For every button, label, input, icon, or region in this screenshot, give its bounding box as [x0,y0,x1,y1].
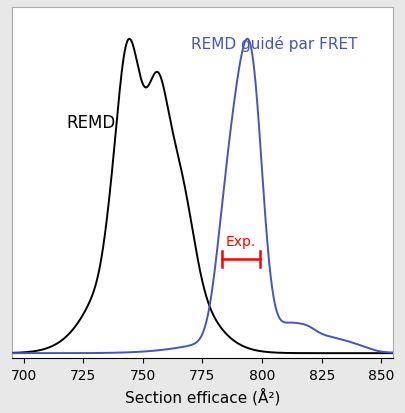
Text: Exp.: Exp. [226,234,256,248]
Text: REMD: REMD [66,114,116,131]
Text: REMD guidé par FRET: REMD guidé par FRET [190,36,357,52]
X-axis label: Section efficace (Å²): Section efficace (Å²) [125,387,280,405]
